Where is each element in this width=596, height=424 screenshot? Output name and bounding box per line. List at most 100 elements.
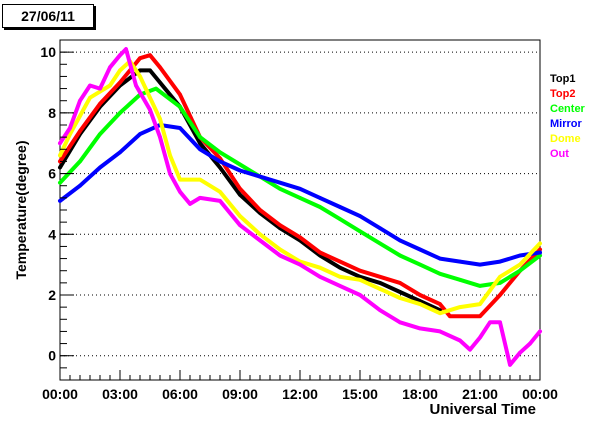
x-tick-label: 00:00 [42, 386, 78, 402]
data-point-center [298, 196, 302, 200]
x-tick-label: 21:00 [462, 386, 498, 402]
legend-item-top2: Top2 [550, 88, 575, 100]
data-point-mirror [518, 253, 522, 258]
legend-item-dome: Dome [550, 133, 581, 145]
data-point-mirror [78, 183, 82, 188]
data-point-out [188, 202, 192, 206]
data-point-mirror [538, 250, 542, 255]
chart-title: 27/06/11 [2, 4, 94, 28]
data-point-out [168, 171, 172, 176]
data-point-dome [518, 262, 522, 267]
data-point-mirror [118, 150, 122, 155]
data-point-top2 [498, 293, 502, 297]
data-point-top2 [438, 302, 442, 306]
x-axis-label: Universal Time [430, 401, 536, 418]
data-point-dome [108, 83, 112, 88]
data-point-center [58, 180, 62, 185]
data-point-center [238, 162, 242, 167]
data-point-center [478, 284, 482, 288]
data-point-center [154, 86, 158, 91]
data-point-center [378, 241, 382, 246]
data-point-top2 [378, 274, 382, 279]
series-line-top2 [58, 53, 542, 319]
data-point-dome [338, 274, 342, 279]
data-point-center [498, 281, 502, 285]
data-point-mirror [138, 132, 142, 136]
data-point-out [458, 338, 462, 343]
data-point-out [78, 98, 82, 103]
data-point-out [178, 189, 182, 194]
data-point-dome [118, 68, 122, 73]
data-point-dome [218, 189, 222, 194]
data-point-top1 [58, 165, 62, 170]
data-point-out [238, 223, 242, 227]
data-point-mirror [218, 159, 222, 164]
y-axis-label: Temperature(degree) [13, 140, 29, 279]
data-point-top1 [378, 281, 382, 285]
data-point-dome [78, 114, 82, 118]
data-point-mirror [498, 259, 502, 264]
data-point-mirror [238, 168, 242, 173]
data-point-dome [198, 177, 202, 182]
data-point-center [178, 104, 182, 109]
data-point-dome [168, 153, 172, 158]
data-point-top1 [218, 165, 222, 170]
data-point-out [358, 293, 362, 297]
y-gridlines [60, 51, 540, 357]
data-point-dome [158, 117, 162, 121]
data-point-out [528, 341, 532, 346]
data-point-center [278, 186, 282, 191]
data-point-top2 [78, 129, 82, 133]
data-point-out [478, 335, 482, 340]
data-point-top2 [238, 186, 242, 191]
data-point-top2 [118, 80, 122, 85]
data-point-top1 [238, 193, 242, 197]
data-point-center [358, 229, 362, 234]
data-point-out [508, 363, 512, 367]
y-tick-label: 8 [48, 105, 56, 121]
data-point-mirror [418, 247, 422, 252]
data-point-out [134, 83, 138, 88]
data-point-top2 [398, 281, 402, 285]
data-point-dome [398, 296, 402, 300]
data-point-center [438, 271, 442, 276]
data-point-out [438, 329, 442, 334]
data-point-center [458, 278, 462, 282]
data-point-center [418, 262, 422, 267]
data-point-out [318, 274, 322, 279]
data-point-out [118, 53, 122, 57]
data-point-center [318, 205, 322, 209]
data-point-dome [458, 305, 462, 309]
data-point-out [518, 350, 522, 355]
data-point-dome [498, 274, 502, 279]
data-point-top2 [158, 65, 162, 70]
data-point-dome [258, 232, 262, 237]
data-point-out [124, 47, 128, 51]
data-point-top2 [318, 250, 322, 255]
data-point-top2 [98, 101, 102, 106]
series-line-out [58, 47, 542, 367]
legend-item-mirror: Mirror [550, 118, 583, 130]
data-point-out [108, 65, 112, 70]
data-point-center [198, 135, 202, 139]
data-point-out [258, 238, 262, 243]
data-point-dome [138, 74, 142, 79]
data-point-mirror [378, 226, 382, 231]
y-tick-label: 0 [48, 348, 56, 364]
data-point-dome [438, 311, 442, 316]
data-point-top2 [148, 53, 152, 57]
data-point-center [398, 253, 402, 258]
x-tick-label: 12:00 [282, 386, 318, 402]
data-point-top2 [338, 259, 342, 264]
x-tick-label: 03:00 [102, 386, 138, 402]
y-tick-label: 2 [48, 287, 56, 303]
data-point-mirror [478, 262, 482, 267]
data-point-out [88, 83, 92, 88]
data-point-dome [318, 265, 322, 270]
data-point-center [78, 159, 82, 164]
series-line-top1 [58, 68, 442, 313]
data-point-out [148, 108, 152, 112]
y-tick-label: 6 [48, 166, 56, 182]
data-point-center [118, 111, 122, 115]
